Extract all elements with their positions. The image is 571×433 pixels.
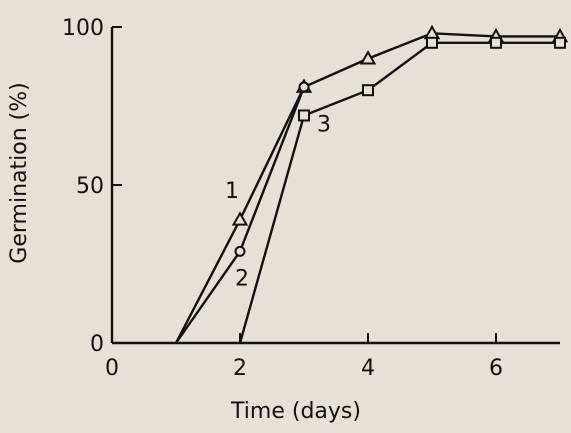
square-point — [362, 84, 374, 97]
x-tick-label: 4 — [361, 356, 375, 381]
circle-point — [234, 245, 246, 257]
square-point — [426, 36, 438, 49]
y-axis-title: Germination (%) — [7, 82, 32, 263]
axes — [110, 27, 560, 345]
triangle-point — [359, 50, 377, 65]
circle-point — [298, 81, 310, 93]
x-tick-label: 6 — [489, 356, 503, 381]
series-line-3 — [238, 41, 560, 344]
square-point — [554, 36, 566, 49]
y-tick-label: 50 — [76, 174, 104, 199]
series-markers — [231, 24, 569, 257]
series-label-1: 1 — [225, 179, 239, 204]
series-label-3: 3 — [317, 112, 331, 137]
triangle-point — [231, 211, 249, 226]
labels: 0 2 4 6 0 50 100 Time (days) Germination (%) 1 2 3 — [7, 16, 503, 424]
x-tick-label: 0 — [105, 356, 119, 381]
x-tick-label: 2 — [233, 356, 247, 381]
y-tick-label: 100 — [62, 16, 104, 41]
x-axis-title: Time (days) — [230, 399, 361, 424]
square-point — [298, 109, 310, 122]
series-label-2: 2 — [235, 266, 249, 291]
ticks — [111, 26, 497, 343]
y-tick-label: 0 — [90, 332, 104, 357]
square-point — [490, 36, 502, 49]
